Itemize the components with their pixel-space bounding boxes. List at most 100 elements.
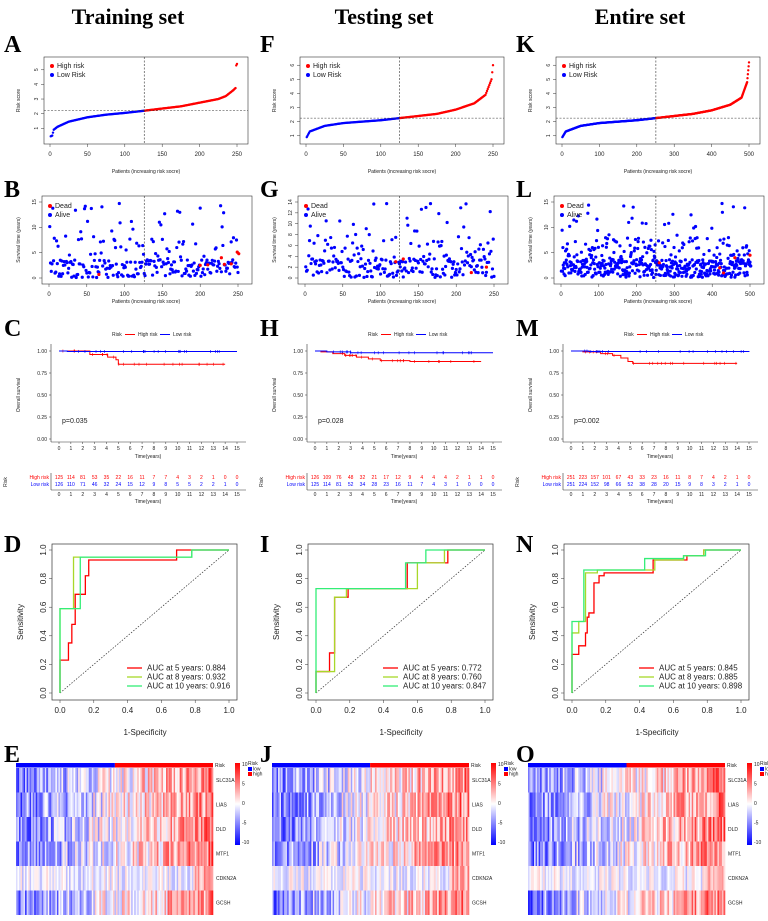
alive-point: [475, 264, 479, 268]
heatmap-cell: [41, 768, 44, 793]
alive-point: [106, 275, 110, 279]
heatmap-cell: [200, 866, 203, 891]
heatmap-cell: [147, 768, 150, 793]
heatmap-cell: [26, 866, 29, 891]
heatmap-cell: [447, 768, 450, 793]
alive-point: [738, 267, 742, 271]
alive-point: [471, 258, 476, 262]
heatmap-cell: [76, 866, 79, 891]
heatmap-cell: [32, 866, 35, 891]
alive-point: [317, 271, 321, 275]
heatmap-cell: [58, 768, 61, 793]
alive-point: [574, 265, 578, 270]
heatmap-cell: [187, 890, 190, 915]
roc-curve-10-years: [315, 549, 485, 693]
alive-point: [459, 206, 463, 210]
heatmap-cell: [135, 817, 138, 842]
risk-point: [746, 77, 749, 80]
alive-point: [433, 275, 437, 279]
table-x-tick-label: 2: [81, 492, 84, 498]
heatmap-cell: [44, 768, 47, 793]
heatmap-cell: [31, 768, 33, 793]
table-x-tick-label: 0: [58, 492, 61, 498]
heatmap-cell: [340, 768, 343, 793]
heatmap-cell: [67, 817, 70, 842]
heatmap-cell: [61, 890, 64, 915]
x-tick-label: 2: [337, 446, 340, 452]
heatmap-cell: [128, 866, 130, 891]
y-tick-label: 6: [288, 244, 294, 247]
alive-point: [697, 258, 701, 263]
heatmap-cell: [155, 866, 158, 891]
heatmap-cell: [112, 890, 115, 915]
alive-point: [175, 245, 179, 250]
heatmap-cell: [179, 841, 182, 866]
heatmap-cell: [356, 768, 359, 793]
table-cell: 4: [444, 475, 447, 481]
heatmap-cell: [23, 792, 26, 817]
alive-point: [313, 262, 318, 266]
y-tick-label: 0.75: [293, 371, 303, 377]
diagonal-reference: [315, 549, 486, 694]
heatmap-cell: [67, 841, 70, 866]
heatmap-cell: [364, 792, 367, 817]
x-tick-label: 11: [699, 446, 704, 452]
heatmap-cell: [396, 768, 399, 793]
heatmap-cell: [297, 817, 300, 842]
heatmap-cell: [34, 768, 36, 793]
alive-point: [349, 275, 353, 279]
heatmap-cell: [38, 817, 41, 842]
heatmap-cell: [140, 768, 143, 793]
heatmap-cell: [446, 768, 449, 793]
heatmap-cell: [32, 890, 35, 915]
y-tick-label: 0.0: [295, 687, 304, 699]
heatmap-cell: [205, 890, 208, 915]
alive-point: [667, 221, 671, 225]
alive-point: [689, 213, 693, 217]
alive-point: [563, 266, 567, 271]
alive-point: [326, 242, 330, 246]
heatmap-cell: [305, 792, 308, 817]
heatmap-cell: [70, 817, 73, 842]
alive-point: [154, 265, 158, 269]
heatmap-cell: [326, 768, 329, 793]
heatmap-cell: [20, 890, 23, 915]
heatmap-cell: [282, 768, 285, 793]
y-tick-label: 0.4: [295, 630, 304, 642]
alive-point: [720, 201, 724, 206]
x-tick-label: 200: [632, 152, 643, 158]
heatmap-cell: [156, 866, 159, 891]
heatmap-cell: [384, 792, 386, 817]
heatmap-cell: [129, 866, 132, 891]
heatmap-cell: [200, 841, 203, 866]
heatmap-cell: [278, 768, 280, 793]
heatmap-cell: [87, 866, 90, 891]
heatmap-cell: [131, 890, 133, 915]
alive-point: [450, 275, 454, 279]
heatmap-cell: [144, 866, 147, 891]
heatmap-cell: [55, 890, 58, 915]
heatmap-cell: [202, 841, 205, 866]
x-axis-label: Patients (increasing risk socre): [112, 299, 181, 305]
y-tick-label: 0: [544, 276, 550, 279]
heatmap-cell: [378, 768, 380, 793]
heatmap-cell: [20, 768, 23, 793]
heatmap-cell: [66, 841, 68, 866]
table-cell: 16: [663, 475, 669, 481]
alive-point: [383, 267, 387, 271]
alive-point: [157, 220, 161, 224]
heatmap-cell: [37, 817, 40, 842]
heatmap-cell: [211, 792, 214, 817]
heatmap-cell: [194, 817, 197, 842]
panel-letter: I: [260, 532, 269, 558]
alive-point: [671, 212, 675, 216]
heatmap-cell: [146, 792, 149, 817]
alive-point: [437, 211, 441, 216]
heatmap-cell: [19, 768, 21, 793]
table-x-tick-label: 15: [234, 492, 240, 498]
heatmap-cell: [47, 890, 50, 915]
heatmap-cell: [150, 841, 153, 866]
alive-point: [736, 256, 740, 261]
